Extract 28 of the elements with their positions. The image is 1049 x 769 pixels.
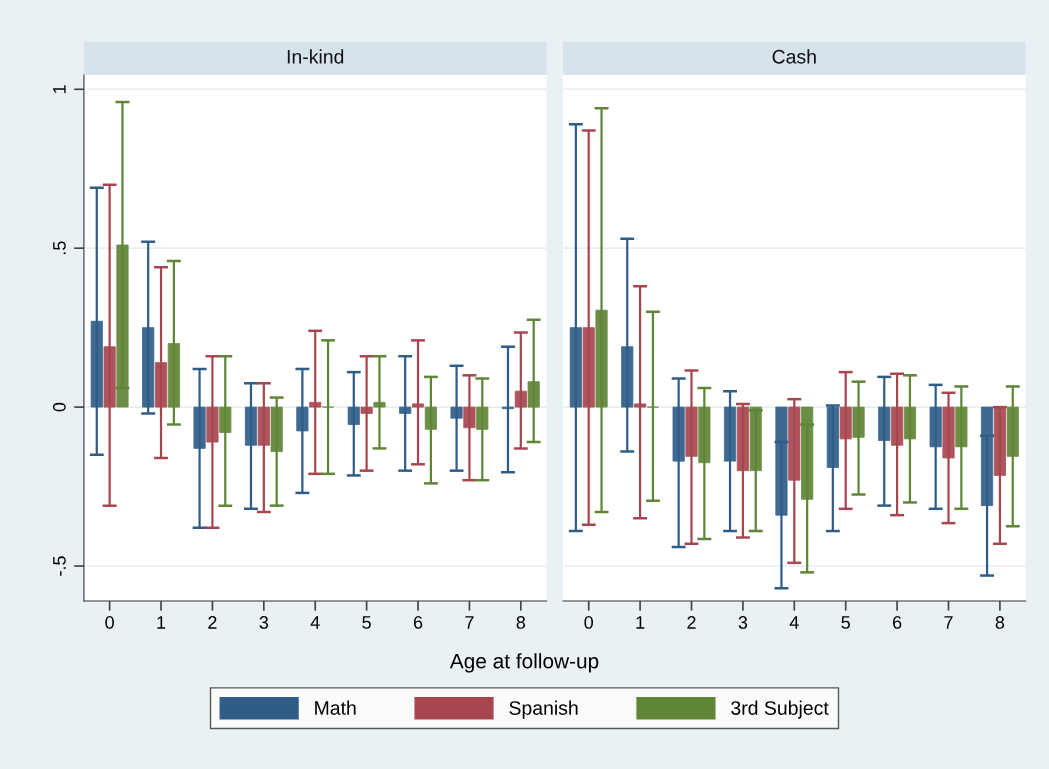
x-tick-label: 8: [995, 616, 1005, 629]
x-tick-label: 7: [465, 616, 474, 629]
y-tick-label: 0: [52, 402, 66, 412]
y-tick-label: -.5: [53, 556, 66, 576]
x-tick-label: 4: [789, 616, 799, 629]
x-tick-label: 6: [893, 616, 902, 629]
x-tick-label: 1: [636, 616, 645, 629]
x-tick-label: 3: [259, 616, 269, 629]
y-tick-label: 1: [53, 85, 66, 93]
x-tick-label: 5: [841, 616, 850, 629]
legend-label: Spanish: [509, 700, 578, 719]
legend-label: 3rd Subject: [731, 700, 829, 719]
x-axis-title: Age at follow-up: [449, 653, 599, 673]
chart-title: In-kind: [287, 49, 344, 64]
x-tick-label: 5: [362, 616, 371, 629]
x-tick-label: 1: [157, 616, 166, 629]
x-tick-label: 2: [208, 616, 217, 629]
x-tick-label: 2: [687, 616, 696, 629]
x-tick-label: 0: [105, 616, 114, 629]
x-tick-label: 8: [516, 616, 526, 629]
legend-label: Math: [315, 700, 356, 715]
chart-title: Cash: [772, 49, 816, 64]
y-tick-label: .5: [53, 241, 66, 255]
x-tick-label: 3: [738, 616, 748, 629]
x-tick-label: 4: [310, 616, 320, 629]
x-tick-label: 6: [413, 616, 423, 629]
x-tick-label: 0: [584, 616, 594, 629]
x-tick-label: 7: [944, 616, 953, 629]
